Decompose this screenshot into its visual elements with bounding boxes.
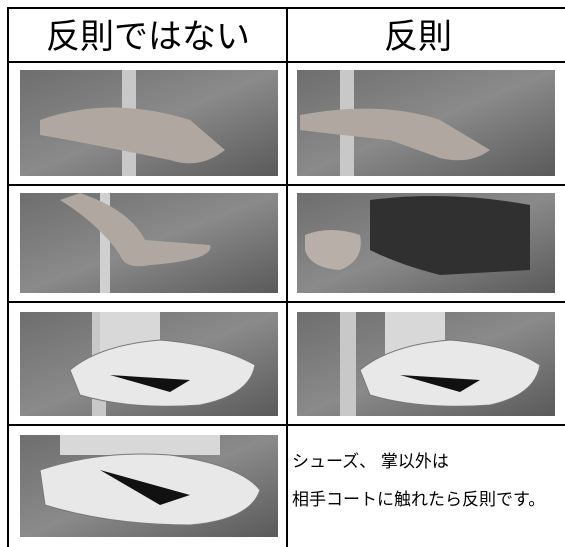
photo (297, 312, 555, 416)
table-grid (7, 7, 565, 547)
photo (20, 312, 278, 416)
photo (20, 435, 278, 537)
photo (297, 70, 555, 176)
header-foul: 反則 (384, 19, 452, 56)
photo (297, 193, 555, 293)
photo (20, 193, 278, 293)
note-line: シューズ、 掌以外は (292, 452, 449, 471)
photo (20, 70, 278, 176)
note-line: 相手コートに触れたら反則です。 (292, 490, 545, 509)
header-not-foul: 反則ではない (46, 19, 250, 56)
